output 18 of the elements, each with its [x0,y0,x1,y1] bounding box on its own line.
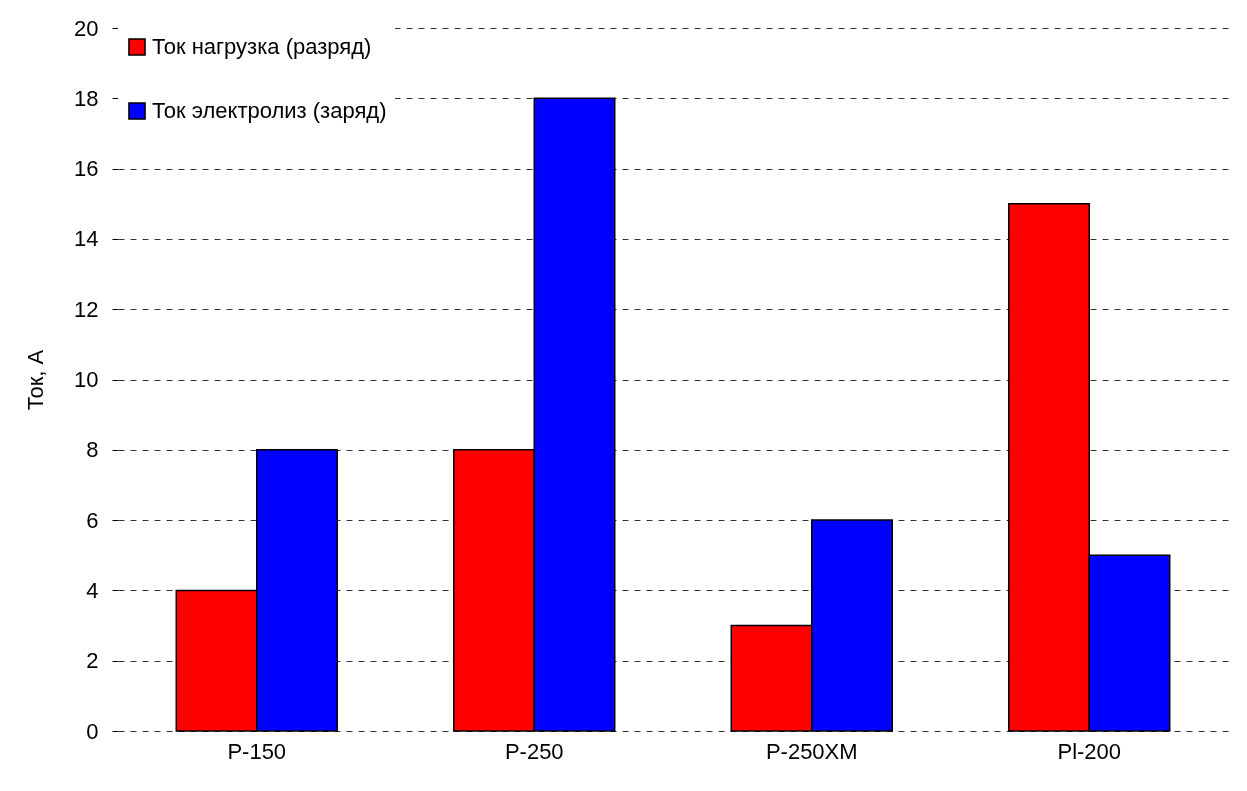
x-tick-label: Pl-200 [1057,738,1122,764]
y-tick-label: 18 [74,85,99,111]
x-tick-label: P-250 [504,738,564,764]
y-tick-label: 4 [86,577,99,603]
y-tick-label: 12 [74,296,99,322]
y-tick-label: 20 [74,15,99,41]
y-tick-label: 16 [74,156,99,182]
x-tick-label: P-250XM [765,738,858,764]
x-tick-label: P-150 [227,738,287,764]
y-tick-label: 6 [86,507,99,533]
legend-label: Ток нагрузка (разряд) [152,34,372,59]
y-tick-label: 14 [74,226,99,252]
y-tick-label: 2 [86,648,99,674]
y-tick-label: 10 [74,367,99,392]
y-tick-label: 8 [86,437,99,463]
legend-label: Ток электролиз (заряд) [152,98,387,123]
y-axis-title: Ток, А [23,349,49,411]
y-tick-label: 0 [86,718,99,744]
